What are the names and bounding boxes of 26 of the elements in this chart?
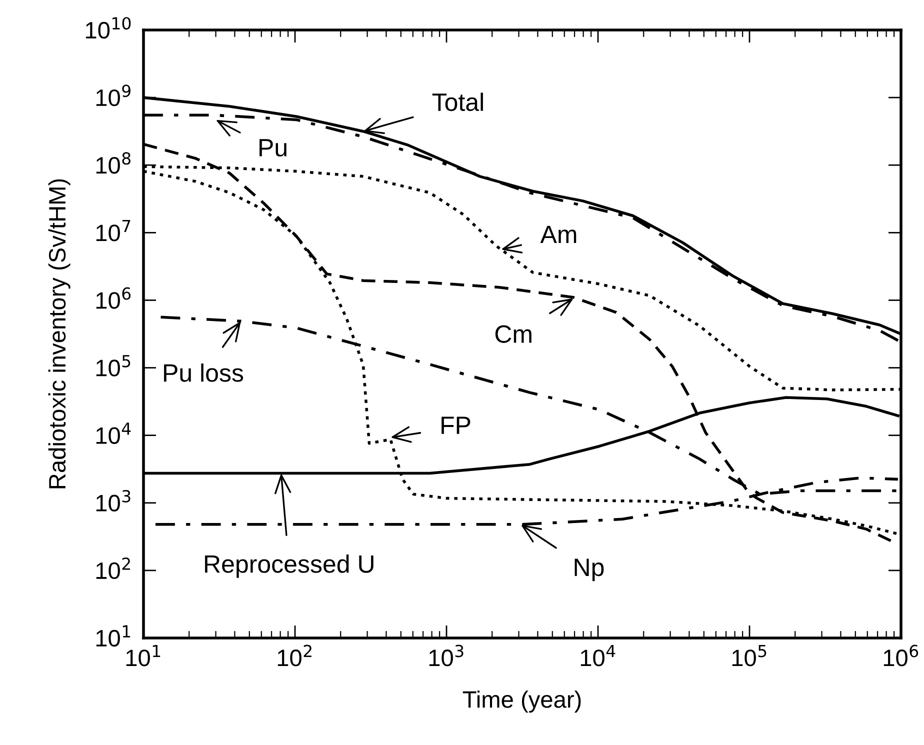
- annotation: Pu loss: [164, 364, 244, 382]
- y-tick-label: 10$^{7}$: [96, 220, 130, 242]
- x-tick-label: 10$^{1}$: [126, 644, 160, 666]
- annotation: Reprocessed U: [205, 554, 374, 578]
- x-tick-label: 10$^{6}$: [884, 644, 918, 666]
- annotation: Pu: [260, 139, 286, 157]
- y-tick-label: 10$^{3}$: [96, 490, 130, 512]
- annotation: Total: [432, 92, 483, 112]
- x-tick-label: 10$^{5}$: [732, 644, 766, 666]
- y-tick-label: 10$^{2}$: [96, 558, 130, 580]
- y-tick-label: 10$^{5}$: [96, 355, 130, 376]
- annotation: Am: [540, 226, 576, 244]
- y-tick-label: 10$^{8}$: [96, 152, 130, 174]
- y-tick-label: 10$^{1}$: [96, 625, 130, 647]
- x-tick-label: 10$^{3}$: [429, 644, 464, 666]
- y-tick-label: 10$^{10}$: [86, 17, 131, 39]
- y-tick-label: 10$^{9}$: [96, 84, 130, 106]
- annotation: Np: [574, 558, 604, 582]
- y-axis-title: Radiotoxic inventory (Sv/tHM): [48, 179, 70, 488]
- y-tick-label: 10$^{4}$: [96, 422, 131, 444]
- x-tick-label: 10$^{2}$: [278, 644, 312, 666]
- annotation: Cm: [495, 325, 532, 343]
- x-tick-label: 10$^{4}$: [580, 644, 616, 666]
- y-tick-label: 10$^{6}$: [96, 287, 131, 309]
- x-axis-title: Time (year): [462, 690, 581, 713]
- annotation: FP: [442, 416, 470, 434]
